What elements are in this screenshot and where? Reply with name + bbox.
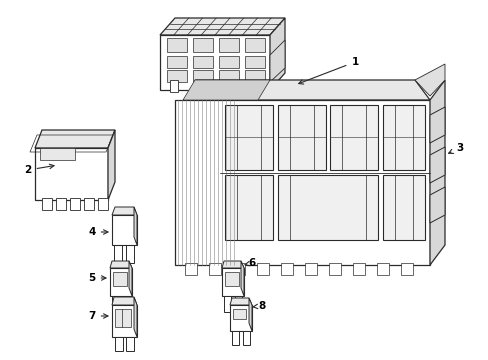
Polygon shape <box>229 305 251 331</box>
Polygon shape <box>224 296 230 312</box>
Text: 6: 6 <box>244 258 255 268</box>
Polygon shape <box>98 198 108 210</box>
Polygon shape <box>232 263 244 275</box>
Polygon shape <box>134 207 137 245</box>
Polygon shape <box>112 297 137 305</box>
Polygon shape <box>224 175 272 240</box>
Polygon shape <box>229 298 251 305</box>
Polygon shape <box>160 35 269 90</box>
Text: 1: 1 <box>298 57 358 84</box>
Polygon shape <box>222 80 229 92</box>
Polygon shape <box>244 38 264 52</box>
Polygon shape <box>110 261 132 268</box>
Polygon shape <box>232 309 245 319</box>
Polygon shape <box>112 215 137 245</box>
Polygon shape <box>42 198 52 210</box>
Polygon shape <box>112 305 137 337</box>
Polygon shape <box>429 147 444 183</box>
Polygon shape <box>219 56 239 68</box>
Polygon shape <box>352 263 364 275</box>
Polygon shape <box>167 70 186 82</box>
Polygon shape <box>126 337 134 351</box>
Polygon shape <box>248 298 251 331</box>
Polygon shape <box>167 56 186 68</box>
Polygon shape <box>160 18 285 35</box>
Polygon shape <box>376 263 388 275</box>
Polygon shape <box>129 261 132 296</box>
Polygon shape <box>429 80 444 265</box>
Polygon shape <box>84 198 94 210</box>
Polygon shape <box>244 56 264 68</box>
Text: 5: 5 <box>88 273 106 283</box>
Polygon shape <box>113 272 127 286</box>
Polygon shape <box>114 243 122 263</box>
Polygon shape <box>196 80 203 92</box>
Polygon shape <box>278 175 377 240</box>
Polygon shape <box>269 18 285 90</box>
Polygon shape <box>235 296 242 312</box>
Polygon shape <box>329 105 377 170</box>
Text: 2: 2 <box>24 164 54 175</box>
Polygon shape <box>382 105 424 170</box>
Polygon shape <box>123 296 130 312</box>
Polygon shape <box>222 268 244 296</box>
Polygon shape <box>278 105 325 170</box>
Polygon shape <box>269 40 285 82</box>
Polygon shape <box>208 263 221 275</box>
Polygon shape <box>257 263 268 275</box>
Polygon shape <box>40 148 75 160</box>
Polygon shape <box>414 64 444 96</box>
Polygon shape <box>175 100 429 265</box>
Polygon shape <box>193 70 213 82</box>
Polygon shape <box>35 148 108 200</box>
Polygon shape <box>193 56 213 68</box>
Polygon shape <box>193 38 213 52</box>
Polygon shape <box>429 187 444 223</box>
Polygon shape <box>108 130 115 200</box>
Polygon shape <box>195 80 429 100</box>
Polygon shape <box>382 175 424 240</box>
Polygon shape <box>112 207 137 215</box>
Polygon shape <box>167 38 186 52</box>
Polygon shape <box>400 263 412 275</box>
Polygon shape <box>112 296 119 312</box>
Polygon shape <box>281 263 292 275</box>
Polygon shape <box>224 105 272 170</box>
Polygon shape <box>243 331 249 345</box>
Polygon shape <box>134 297 137 337</box>
Text: 7: 7 <box>88 311 108 321</box>
Polygon shape <box>247 80 256 92</box>
Polygon shape <box>222 261 244 268</box>
Polygon shape <box>429 107 444 143</box>
Polygon shape <box>183 80 269 100</box>
Polygon shape <box>241 261 244 296</box>
Polygon shape <box>244 70 264 82</box>
Polygon shape <box>35 130 115 148</box>
Polygon shape <box>219 70 239 82</box>
Polygon shape <box>328 263 340 275</box>
Text: 8: 8 <box>252 301 265 311</box>
Polygon shape <box>115 337 123 351</box>
Text: 3: 3 <box>447 143 463 153</box>
Polygon shape <box>231 331 239 345</box>
Text: 4: 4 <box>88 227 108 237</box>
Polygon shape <box>170 80 178 92</box>
Polygon shape <box>115 309 131 327</box>
Polygon shape <box>126 243 134 263</box>
Polygon shape <box>70 198 80 210</box>
Polygon shape <box>219 38 239 52</box>
Polygon shape <box>184 263 197 275</box>
Polygon shape <box>305 263 316 275</box>
Polygon shape <box>224 272 239 286</box>
Polygon shape <box>110 268 132 296</box>
Polygon shape <box>56 198 66 210</box>
